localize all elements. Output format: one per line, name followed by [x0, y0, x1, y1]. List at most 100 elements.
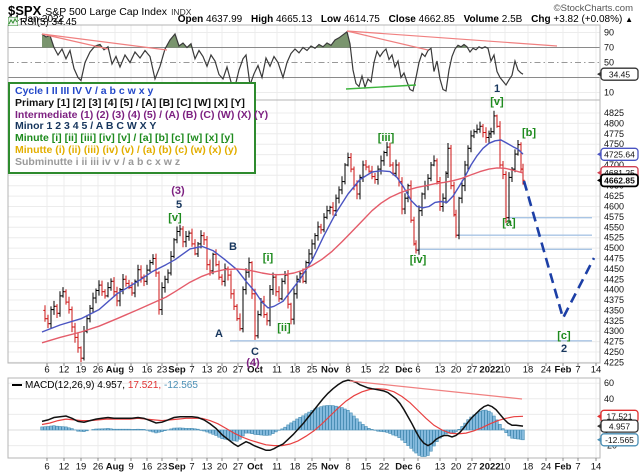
svg-text:4500: 4500	[604, 243, 624, 253]
svg-text:27: 27	[467, 365, 478, 376]
chart-date: 14-Jan-2022	[8, 14, 65, 25]
svg-text:4825: 4825	[604, 108, 624, 118]
svg-text:16: 16	[142, 462, 153, 473]
wave-legend-minute: Minute [i] [ii] [iii] [iv] [v] / [a] [b]…	[15, 132, 234, 145]
svg-text:20: 20	[217, 462, 228, 473]
wave-label-B: B	[229, 241, 237, 253]
macd-hist-value: -12.565	[164, 380, 198, 391]
exchange: INDX	[171, 7, 192, 17]
svg-text:23: 23	[157, 462, 168, 473]
svg-text:6: 6	[44, 365, 49, 376]
wave-label-a: [a]	[502, 217, 516, 229]
svg-text:Nov: Nov	[321, 462, 340, 473]
open-label: Open	[177, 14, 204, 25]
close-value: 4662.85	[418, 14, 455, 25]
macd-pane	[40, 379, 525, 457]
svg-text:13: 13	[202, 462, 213, 473]
wave-label-1: 1	[494, 83, 500, 95]
wave-label-iv: [iv]	[410, 254, 427, 266]
svg-text:6: 6	[415, 462, 420, 473]
wave-legend-subminutte: Subminutte i ii iii iv v / a b c x w z	[15, 155, 181, 168]
macd-value: 4.957,	[97, 380, 126, 391]
chg-value: +3.82 (+0.08%)	[553, 14, 623, 25]
svg-text:Sep: Sep	[168, 462, 186, 473]
macd-signal-value: 17.521,	[127, 380, 162, 391]
wave-label-c: [c]	[557, 330, 571, 342]
ohlc-quote-line: Open 4637.99 High 4665.13 Low 4614.75 Cl…	[172, 14, 633, 25]
wave-legend-primary: Primary [1] [2] [3] [4] [5] / [A] [B] [C…	[15, 96, 245, 109]
svg-text:4775: 4775	[604, 129, 624, 139]
moving-averages	[41, 139, 524, 344]
macd-legend-label: MACD(12,26,9)	[25, 380, 95, 391]
svg-text:40: 40	[604, 394, 614, 404]
trendlines	[41, 30, 558, 400]
svg-text:4725.64: 4725.64	[604, 149, 635, 159]
svg-text:90: 90	[604, 28, 614, 38]
svg-text:4350: 4350	[604, 305, 624, 315]
svg-text:7: 7	[189, 462, 194, 473]
index-name: S&P 500 Large Cap Index	[45, 6, 168, 18]
svg-text:17.521: 17.521	[607, 412, 633, 422]
svg-text:4750: 4750	[604, 139, 624, 149]
svg-text:4.957: 4.957	[609, 421, 631, 431]
svg-text:4525: 4525	[604, 233, 624, 243]
svg-text:18: 18	[290, 365, 301, 376]
svg-text:18: 18	[523, 365, 534, 376]
svg-text:23: 23	[157, 365, 168, 376]
svg-text:15: 15	[361, 365, 372, 376]
svg-text:18: 18	[290, 462, 301, 473]
svg-text:26: 26	[93, 365, 104, 376]
svg-text:8: 8	[345, 365, 350, 376]
wave-label-4: (4)	[246, 357, 260, 369]
svg-text:10: 10	[500, 462, 511, 473]
svg-text:20: 20	[451, 365, 462, 376]
macd-legend: MACD(12,26,9) 4.957, 17.521, -12.565	[12, 380, 198, 391]
wave-label-i: [i]	[263, 252, 274, 264]
symbol: $SPX	[8, 3, 42, 18]
svg-text:Dec: Dec	[395, 462, 412, 473]
svg-text:4800: 4800	[604, 118, 624, 128]
volume-label: Volume	[463, 14, 499, 25]
svg-text:13: 13	[202, 365, 213, 376]
svg-text:11: 11	[272, 365, 282, 376]
stockcharts-credit: ©StockCharts.com	[553, 3, 633, 14]
svg-text:4575: 4575	[604, 212, 624, 222]
chg-label: Chg	[531, 14, 551, 25]
svg-text:4450: 4450	[604, 264, 624, 274]
svg-text:10: 10	[500, 365, 511, 376]
svg-text:Aug: Aug	[106, 462, 125, 473]
svg-text:19: 19	[76, 462, 87, 473]
svg-text:20: 20	[451, 462, 462, 473]
wave-legend-cycle: Cycle I II III IV V / a b c w x y	[15, 85, 154, 97]
svg-text:16: 16	[142, 365, 153, 376]
wave-label-v: [v]	[490, 96, 504, 108]
indicator-chart-icon	[7, 16, 19, 27]
low-value: 4614.75	[343, 14, 380, 25]
svg-text:Dec: Dec	[395, 365, 412, 376]
svg-text:4400: 4400	[604, 285, 624, 295]
open-value: 4637.99	[206, 14, 243, 25]
up-arrow-icon: ▲	[625, 15, 633, 24]
svg-text:50: 50	[604, 58, 614, 68]
svg-text:26: 26	[93, 462, 104, 473]
svg-text:Oct: Oct	[247, 462, 264, 473]
svg-text:15: 15	[361, 462, 372, 473]
svg-text:Oct: Oct	[247, 365, 264, 376]
rsi-pane	[41, 30, 524, 92]
svg-text:27: 27	[467, 462, 478, 473]
svg-text:34.45: 34.45	[609, 69, 631, 79]
svg-text:4662.85: 4662.85	[604, 176, 635, 186]
svg-text:Feb: Feb	[555, 365, 572, 376]
rsi-legend: RSI(5) 34.45	[7, 16, 77, 28]
svg-text:27: 27	[233, 365, 244, 376]
svg-text:7: 7	[575, 365, 580, 376]
wave-label-v: [v]	[168, 212, 182, 224]
svg-text:70: 70	[604, 43, 614, 53]
axis-labels: 66121219192626AugAug9916162323SepSep7713…	[44, 28, 624, 473]
close-label: Close	[388, 14, 416, 25]
svg-text:-12.565: -12.565	[605, 435, 634, 445]
wave-legend-minor: Minor 1 2 3 4 5 / A B C W X Y	[15, 120, 157, 133]
svg-text:12: 12	[59, 462, 70, 473]
svg-text:9: 9	[128, 462, 133, 473]
